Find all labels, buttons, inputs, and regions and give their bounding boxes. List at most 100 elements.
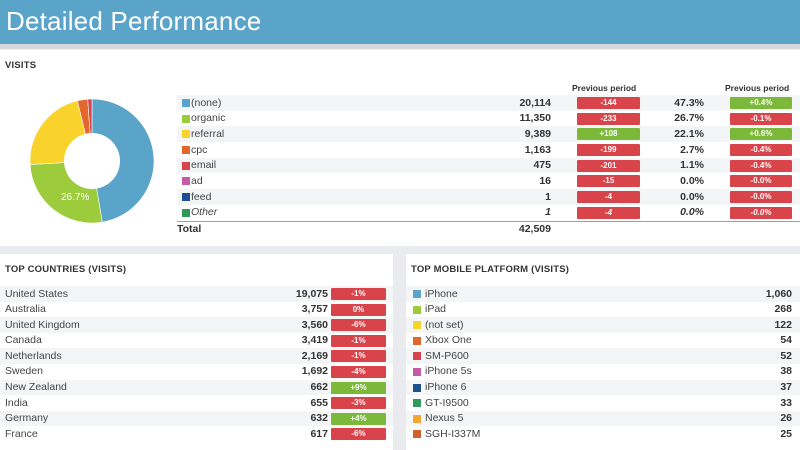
header-divider (0, 44, 800, 49)
legend-swatch (182, 114, 190, 123)
platform-row[interactable]: iPhone 6 37 (406, 379, 800, 396)
source-visits: 11,350 (519, 112, 551, 125)
platform-name: (not set) (425, 318, 464, 331)
country-change-badge: +4% (331, 412, 386, 425)
platforms-list: iPhone 1,060 iPad 268 (not set) 122 Xbox One 54… (406, 286, 800, 442)
visits-title: VISITS (5, 60, 37, 71)
country-change-badge: -1% (331, 288, 386, 300)
country-name: Germany (5, 412, 49, 425)
donut-hole (64, 133, 120, 189)
source-visits: 475 (533, 159, 551, 172)
platform-row[interactable]: GT-I9500 33 (406, 395, 800, 411)
country-change-badge: -6% (331, 319, 386, 332)
share-change-badge: -0.4% (730, 159, 792, 172)
source-visits: 1,163 (524, 143, 551, 156)
legend-swatch (182, 177, 190, 186)
source-name: Other (191, 206, 218, 219)
platform-row[interactable]: SM-P600 52 (406, 348, 800, 364)
country-name: Netherlands (5, 349, 62, 362)
share-percent: 1.1% (680, 159, 704, 172)
country-row[interactable]: Germany 632 +4% (0, 410, 393, 427)
country-row[interactable]: Australia 3,757 0% (0, 302, 393, 318)
visits-table: Previous period Previous period (none) 20… (177, 80, 800, 237)
country-row[interactable]: New Zealand 662 +9% (0, 379, 393, 396)
platform-row[interactable]: Nexus 5 26 (406, 410, 800, 427)
platform-name: iPhone (425, 287, 458, 300)
share-percent: 0.0% (680, 206, 704, 219)
platform-visits: 54 (780, 334, 792, 347)
legend-swatch (413, 321, 421, 330)
visits-row[interactable]: organic 11,350 -233 26.7% -0.1% (177, 111, 800, 127)
page-header: Detailed Performance (0, 0, 800, 44)
platform-visits: 33 (780, 396, 792, 409)
visits-panel: VISITS 26.7% Previous period Previous pe… (0, 50, 800, 246)
country-row[interactable]: Netherlands 2,169 -1% (0, 348, 393, 364)
visits-row[interactable]: email 475 -201 1.1% -0.4% (177, 157, 800, 174)
previous-period-pct-header: Previous period (725, 83, 790, 93)
country-name: New Zealand (5, 381, 67, 394)
country-row[interactable]: United Kingdom 3,560 -6% (0, 317, 393, 333)
visits-row[interactable]: (none) 20,114 -144 47.3% +0.4% (177, 95, 800, 111)
country-name: United Kingdom (5, 318, 80, 331)
visits-row[interactable]: referral 9,389 +108 22.1% +0.6% (177, 126, 800, 143)
change-badge: -4 (577, 206, 640, 219)
visits-donut-chart[interactable]: 26.7% (29, 98, 155, 224)
legend-swatch (413, 290, 421, 298)
source-name: (none) (191, 96, 222, 109)
top-countries-title: TOP COUNTRIES (VISITS) (5, 264, 127, 275)
share-change-badge: -0.1% (730, 112, 792, 125)
platform-row[interactable]: iPad 268 (406, 302, 800, 318)
source-name: feed (191, 190, 212, 203)
pie-slice-label: 26.7% (61, 192, 89, 203)
platform-row[interactable]: Xbox One 54 (406, 333, 800, 349)
countries-list: United States 19,075 -1% Australia 3,757 0% Un… (0, 286, 393, 442)
legend-swatch (182, 208, 190, 217)
country-visits: 655 (310, 396, 328, 409)
top-mobile-platform-panel: TOP MOBILE PLATFORM (VISITS) iPhone 1,060… (406, 254, 800, 450)
source-name: email (191, 159, 217, 172)
visits-row[interactable]: Other 1 -4 0.0% -0.0% (177, 205, 800, 221)
country-name: India (5, 396, 28, 409)
visits-row[interactable]: cpc 1,163 -199 2.7% -0.4% (177, 142, 800, 158)
source-name: cpc (191, 143, 208, 156)
platform-row[interactable]: SGH-I337M 25 (406, 426, 800, 442)
country-visits: 3,757 (301, 303, 328, 316)
share-percent: 0.0% (680, 190, 704, 203)
country-change-badge: +9% (331, 381, 386, 394)
country-name: France (5, 427, 38, 440)
visits-row[interactable]: feed 1 -4 0.0% -0.0% (177, 189, 800, 205)
country-visits: 3,419 (301, 334, 328, 347)
country-visits: 617 (310, 427, 328, 440)
source-name: organic (191, 112, 226, 125)
country-change-badge: -6% (331, 428, 386, 441)
total-value: 42,509 (518, 223, 551, 235)
country-row[interactable]: United States 19,075 -1% (0, 286, 393, 302)
legend-swatch (182, 130, 190, 139)
country-visits: 19,075 (295, 287, 328, 300)
country-change-badge: -1% (331, 334, 386, 347)
change-badge: -15 (577, 175, 640, 188)
change-badge: -4 (577, 191, 640, 204)
platform-row[interactable]: iPhone 1,060 (406, 286, 800, 302)
platform-row[interactable]: iPhone 5s 38 (406, 364, 800, 380)
country-change-badge: -1% (331, 350, 386, 363)
platform-visits: 25 (780, 427, 792, 440)
platform-visits: 38 (780, 365, 792, 378)
legend-swatch (413, 414, 421, 423)
platform-row[interactable]: (not set) 122 (406, 317, 800, 333)
country-row[interactable]: India 655 -3% (0, 395, 393, 411)
source-name: ad (191, 174, 203, 187)
country-row[interactable]: Canada 3,419 -1% (0, 333, 393, 349)
platform-visits: 268 (774, 303, 792, 316)
legend-swatch (413, 367, 421, 376)
platform-visits: 26 (780, 412, 792, 425)
country-row[interactable]: France 617 -6% (0, 426, 393, 442)
pie-slice-none[interactable] (91, 98, 155, 223)
share-percent: 26.7% (674, 112, 704, 125)
share-percent: 47.3% (674, 96, 704, 109)
visits-row[interactable]: ad 16 -15 0.0% -0.0% (177, 173, 800, 189)
platform-name: SM-P600 (425, 349, 469, 362)
legend-swatch (413, 336, 421, 345)
country-row[interactable]: Sweden 1,692 -4% (0, 364, 393, 380)
legend-swatch (413, 383, 421, 392)
